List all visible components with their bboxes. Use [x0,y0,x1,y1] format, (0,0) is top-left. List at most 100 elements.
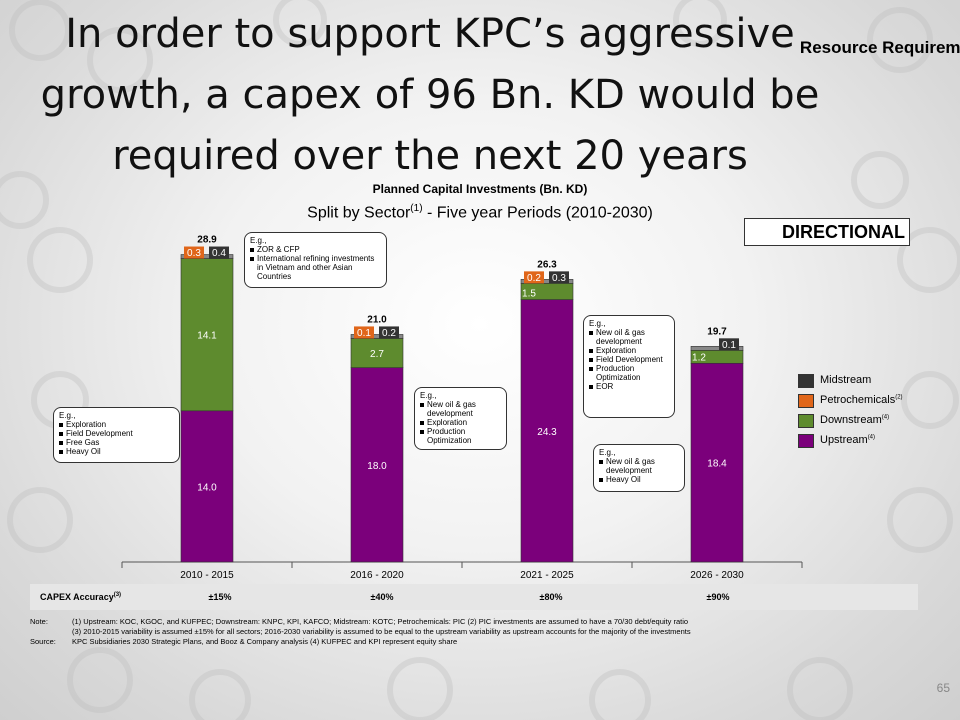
bar-label-midstream: 0.1 [722,340,736,351]
x-tick-label: 2016 - 2020 [350,570,404,581]
bar-downstream [350,338,404,368]
bar-label-upstream: 24.3 [537,427,557,438]
bar-segment-midstream [549,271,569,284]
chart-subtitle-rest: - Five year Periods (2010-2030) [422,204,653,222]
bar-upstream [350,367,404,563]
legend-swatch [798,434,814,448]
callout-upstream-2010: E.g., Exploration Field Development Free… [53,407,180,463]
note-line: (1) Upstream: KOC, KGOC, and KUFPEC; Dow… [72,617,689,626]
directional-badge: DIRECTIONAL [744,218,910,246]
legend-item-upstream: Upstream(4) [795,432,905,452]
legend-swatch [798,414,814,428]
chart-subtitle-main: Split by Sector [307,204,411,222]
legend-swatch [798,374,814,388]
bar-downstream [180,258,234,412]
source-line: KPC Subsidiaries 2030 Strategic Plans, a… [72,637,458,646]
bar-upstream [520,299,574,563]
bar-label-petrochemicals: 0.2 [527,273,541,284]
section-label: Resource Requireme [799,38,960,57]
legend-label: Midstream [820,374,872,386]
bar-total-label: 21.0 [367,314,387,325]
bar-label-midstream: 0.3 [552,273,566,284]
callout-item: New oil & gas development [589,328,669,346]
bar-label-upstream: 18.0 [367,461,387,472]
legend-item-petrochemicals: Petrochemicals(2) [795,392,905,412]
bar-total-label: 19.7 [707,326,727,337]
legend-item-downstream: Downstream(4) [795,412,905,432]
callout-item: Exploration [59,420,174,429]
callout-item: Exploration [420,418,501,427]
bar-segment-midstream [719,338,739,351]
callout-item: Heavy Oil [599,475,679,484]
bar-label-downstream: 2.7 [370,349,384,360]
page-number: 65 [936,681,950,695]
bar-label-upstream: 18.4 [707,459,727,470]
callout-item: Free Gas [59,438,174,447]
bar-label-downstream: 1.2 [692,352,706,363]
bar-small-segments [180,254,234,259]
callout-title: E.g., [599,448,616,457]
accuracy-value: ±40% [370,592,394,602]
callout-item: International refining investments in Vi… [250,254,381,281]
bar-small-segments [690,346,744,351]
footnotes: Note: (1) Upstream: KOC, KGOC, and KUFPEC… [30,617,930,647]
legend-item-midstream: Midstream [795,372,905,392]
bars-group: 14.0 14.1 0.3 0.4 28.9 2010 - 2015 18.0 2.7 0.1 0… [180,235,744,581]
slide-title: In order to support KPC’s aggressive gro… [40,11,820,179]
callout-upstream-2016: E.g., New oil & gas development Explorat… [414,387,507,450]
bar-upstream [690,362,744,563]
chart-subtitle-sup: (1) [410,203,423,214]
legend-swatch [798,394,814,408]
accuracy-value: ±80% [539,592,563,602]
callout-item: New oil & gas development [420,400,501,418]
bar-label-midstream: 0.4 [212,248,226,259]
callout-title: E.g., [59,411,76,420]
bar-segment-midstream [209,246,229,259]
callout-item: EOR [589,382,669,391]
chart-subtitle: Split by Sector(1) - Five year Periods (… [0,203,960,222]
legend-label: Upstream(4) [820,434,876,446]
bar-label-downstream: 14.1 [197,331,217,342]
capex-accuracy-row: CAPEX Accuracy(3) ±15% ±40% ±80% ±90% [30,584,918,610]
x-tick-label: 2010 - 2015 [180,570,234,581]
bar-small-segments [520,279,574,284]
callout-item: Production Optimization [589,364,669,382]
bar-label-downstream: 1.5 [522,289,536,300]
chart-title: Planned Capital Investments (Bn. KD) [372,182,588,196]
callout-item: Field Development [59,429,174,438]
bar-label-petrochemicals: 0.1 [357,328,371,339]
bar-label-petrochemicals: 0.3 [187,248,201,259]
callout-upstream-2021: E.g., New oil & gas development Explorat… [583,315,675,418]
callout-item: Exploration [589,346,669,355]
legend-label: Petrochemicals(2) [820,394,903,406]
callout-item: New oil & gas development [599,457,679,475]
source-key: Source: [30,637,56,646]
accuracy-value: ±15% [208,592,232,602]
callout-item: Heavy Oil [59,447,174,456]
bar-segment-midstream [379,326,399,339]
legend-label: Downstream(4) [820,414,890,426]
chart-legend: Midstream Petrochemicals(2) Downstream(4… [795,372,905,452]
callout-downstream-2010: E.g., ZOR & CFP International refining i… [244,232,387,288]
callout-title: E.g., [589,319,606,328]
bar-segment-petrochemicals [184,246,204,259]
x-tick-label: 2021 - 2025 [520,570,574,581]
callout-item: ZOR & CFP [250,245,381,254]
callout-item: Production Optimization [420,427,501,445]
callout-title: E.g., [250,236,267,245]
x-tick-label: 2026 - 2030 [690,570,744,581]
bar-total-label: 28.9 [197,235,217,246]
bar-total-label: 26.3 [537,259,557,270]
callout-upstream-2026: E.g., New oil & gas development Heavy Oi… [593,444,685,492]
accuracy-value: ±90% [706,592,730,602]
capex-accuracy-label: CAPEX Accuracy(3) [40,592,122,602]
callout-title: E.g., [420,391,437,400]
bar-segment-petrochemicals [354,326,374,339]
bar-small-segments [350,334,404,339]
note-key: Note: [30,617,48,626]
note-line: (3) 2010-2015 variability is assumed ±15… [72,627,691,636]
bar-label-upstream: 14.0 [197,482,217,493]
callout-item: Field Development [589,355,669,364]
